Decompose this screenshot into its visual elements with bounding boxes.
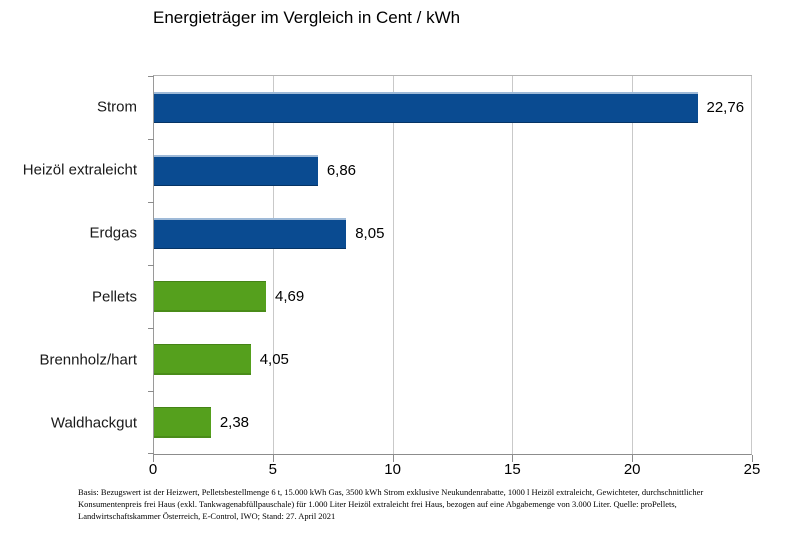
category-label: Waldhackgut (50, 414, 137, 432)
plot-area: 22,76 6,86 8,05 4,69 4,05 2,38 (148, 75, 752, 455)
x-axis-tick-label: 5 (268, 461, 277, 478)
gridline (273, 76, 275, 454)
gridline (631, 76, 633, 454)
x-axis-tick-label: 10 (384, 461, 401, 478)
footnote-line: Basis: Bezugswert ist der Heizwert, Pell… (78, 487, 704, 497)
y-axis-tick (148, 138, 154, 140)
x-axis-tick (512, 455, 514, 462)
x-axis-tick (752, 455, 753, 462)
y-axis-tick (148, 391, 154, 392)
bar (154, 407, 211, 438)
value-label: 4,05 (259, 351, 289, 368)
x-axis-tick-label: 0 (148, 461, 158, 478)
footnote: Basis: Bezugswert ist der Heizwert, Pell… (78, 486, 784, 522)
value-label: 22,76 (706, 99, 745, 116)
y-axis-tick (148, 327, 154, 329)
gridline (512, 76, 514, 454)
category-label: Erdgas (89, 224, 137, 242)
bar (154, 155, 318, 186)
bar-row: 22,76 (154, 76, 751, 139)
y-axis-tick (148, 76, 154, 77)
category-axis: Strom Heizöl extraleicht Erdgas Pellets Bren… (0, 75, 145, 455)
y-axis-tick (148, 453, 154, 454)
value-label: 6,86 (326, 162, 357, 179)
bar-row: 2,38 (154, 391, 751, 454)
x-axis-tick-label: 15 (504, 461, 521, 478)
bar-row: 8,05 (154, 202, 751, 265)
bar (154, 92, 698, 123)
x-axis-tick (632, 455, 634, 462)
x-axis-tick-label: 25 (743, 461, 761, 478)
category-label: Brennholz/hart (39, 351, 137, 369)
footnote-line: Konsumentenpreis frei Haus (exkl. Tankwa… (78, 499, 677, 509)
bar (154, 281, 266, 312)
bar (154, 344, 251, 375)
x-axis-tick-label: 20 (623, 461, 641, 478)
bar-row: 4,05 (154, 328, 751, 391)
y-axis-tick (148, 201, 154, 203)
value-label: 2,38 (219, 414, 250, 431)
footnote-line: Landwirtschaftskammer Österreich, E-Cont… (78, 511, 336, 521)
category-label: Heizöl extraleicht (22, 161, 137, 179)
x-axis-tick (153, 455, 154, 462)
bar (154, 218, 347, 249)
gridline (751, 76, 752, 454)
category-label: Pellets (91, 288, 137, 306)
y-axis-tick (148, 265, 154, 266)
x-axis-tick (272, 455, 274, 462)
category-label: Strom (96, 98, 137, 116)
x-axis-tick (392, 455, 394, 462)
bar-row: 4,69 (154, 265, 751, 328)
value-label: 8,05 (355, 225, 385, 242)
value-label: 4,69 (274, 288, 305, 305)
bar-row: 6,86 (154, 139, 751, 202)
chart-title: Energieträger im Vergleich in Cent / kWh (153, 8, 461, 27)
gridline (392, 76, 394, 454)
